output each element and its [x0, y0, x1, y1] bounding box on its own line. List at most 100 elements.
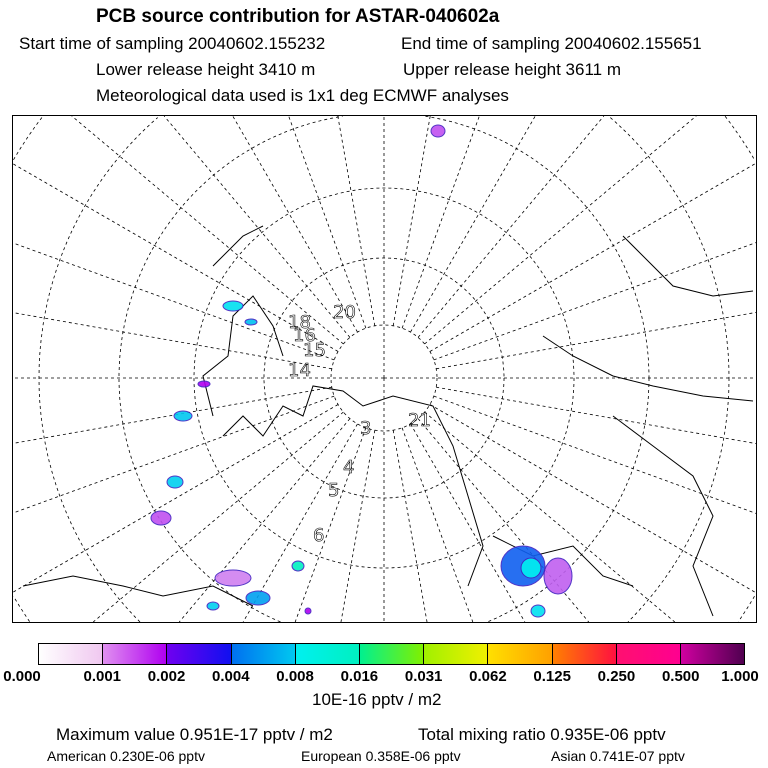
meridian-line — [294, 427, 367, 622]
grid-label: 20 — [333, 302, 356, 323]
grid-label: 3 — [360, 418, 371, 439]
concentration-patch — [245, 590, 271, 606]
colorbar-tick-label: 0.008 — [276, 668, 314, 685]
meridian-line — [178, 418, 351, 622]
colorbar-segment — [424, 644, 489, 664]
concentration-patch — [214, 569, 252, 587]
asian-contribution: Asian 0.741E-07 pptv — [551, 748, 685, 764]
colorbar-unit: 10E-16 pptv / m2 — [312, 690, 442, 709]
grid-label: 6 — [313, 525, 324, 546]
concentration-patch — [530, 604, 546, 618]
grid-label: 16 — [293, 325, 316, 346]
colorbar-segment — [103, 644, 168, 664]
colorbar-segment — [359, 644, 425, 664]
meridian-line — [433, 242, 756, 361]
colorbar-segment — [488, 644, 553, 664]
concentration-patch — [206, 601, 220, 611]
colorbar-segment — [295, 644, 360, 664]
colorbar — [38, 643, 745, 665]
meridian-line — [13, 404, 339, 593]
meridian-line — [13, 163, 339, 352]
meridian-line — [429, 162, 756, 352]
meridian-line — [163, 116, 351, 338]
meridian-line — [71, 116, 344, 345]
colorbar-tick-label: 0.001 — [83, 668, 122, 685]
grid-label: 5 — [328, 480, 339, 501]
colorbar-tick-label: 0.250 — [597, 668, 636, 685]
meridian-line — [92, 411, 344, 622]
met-data: Meteorological data used is 1x1 deg ECMW… — [96, 86, 509, 105]
coastline — [212, 225, 264, 267]
coastline — [542, 335, 754, 402]
grid-label: 18 — [288, 312, 311, 333]
concentration-patch — [166, 475, 184, 489]
meridian-line — [340, 430, 376, 622]
coastline — [622, 235, 754, 297]
colorbar-tick-label: 1.000 — [721, 668, 759, 685]
meridian-line — [288, 116, 367, 329]
american-contribution: American 0.230E-06 pptv — [47, 748, 205, 764]
concentration-patch — [173, 410, 193, 422]
concentration-patch — [150, 510, 172, 526]
meridian-line — [417, 418, 590, 622]
colorbar-tick-label: 0.125 — [533, 668, 571, 685]
concentration-patch — [244, 318, 258, 326]
meridian-line — [232, 116, 358, 333]
coastline — [222, 385, 484, 587]
coastline — [202, 295, 284, 417]
meridian-line — [424, 411, 676, 622]
upper-height: Upper release height 3611 m — [403, 60, 621, 79]
meridian-line — [13, 386, 332, 444]
colorbar-tick-label: 0.004 — [212, 668, 250, 685]
end-time: End time of sampling 20040602.155651 — [401, 34, 702, 53]
colorbar-segment — [552, 644, 617, 664]
colorbar-tick-label: 0.062 — [469, 668, 507, 685]
meridian-line — [410, 423, 526, 622]
max-value: Maximum value 0.951E-17 pptv / m2 — [56, 725, 333, 744]
meridian-line — [410, 116, 536, 333]
coastline — [612, 415, 714, 617]
colorbar-tick-label: 0.016 — [340, 668, 379, 685]
latitude-circle — [118, 116, 650, 622]
meridian-line — [337, 116, 376, 326]
meridian-line — [13, 242, 335, 361]
colorbar-segment — [680, 644, 745, 664]
grid-label: 21 — [408, 410, 431, 431]
start-time: Start time of sampling 20040602.155232 — [19, 34, 326, 53]
colorbar-segment — [231, 644, 296, 664]
meridian-line — [429, 404, 756, 594]
concentration-patch — [430, 124, 446, 138]
coastline — [22, 575, 254, 607]
meridian-line — [433, 395, 756, 514]
meridian-line — [436, 312, 756, 370]
european-contribution: European 0.358E-06 pptv — [301, 748, 461, 764]
latitude-circle — [13, 116, 755, 622]
colorbar-tick-label: 0.000 — [3, 668, 41, 685]
meridian-line — [424, 116, 697, 345]
grid-label: 4 — [343, 457, 354, 478]
concentration-patch — [291, 560, 305, 572]
meridian-line — [13, 395, 335, 514]
figure-title: PCB source contribution for ASTAR-040602… — [96, 6, 500, 27]
colorbar-segment — [616, 644, 681, 664]
colorbar-tick-label: 0.031 — [404, 668, 443, 685]
lower-height: Lower release height 3410 m — [96, 60, 316, 79]
meridian-line — [401, 427, 474, 622]
concentration-patch — [520, 557, 542, 579]
colorbar-segment — [39, 644, 104, 664]
colorbar-tick-label: 0.500 — [661, 668, 700, 685]
latitude-circle — [193, 187, 575, 569]
concentration-patch — [304, 607, 312, 615]
meridian-line — [401, 116, 480, 329]
meridian-line — [436, 386, 756, 444]
meridian-line — [242, 423, 358, 622]
total-mixing-ratio: Total mixing ratio 0.935E-06 pptv — [418, 725, 666, 744]
colorbar-tick-label: 0.002 — [147, 668, 186, 685]
meridian-line — [417, 116, 605, 338]
concentration-patch — [222, 300, 244, 312]
meridian-line — [392, 116, 431, 326]
meridian-line — [392, 430, 428, 622]
latitude-circle — [38, 117, 730, 622]
